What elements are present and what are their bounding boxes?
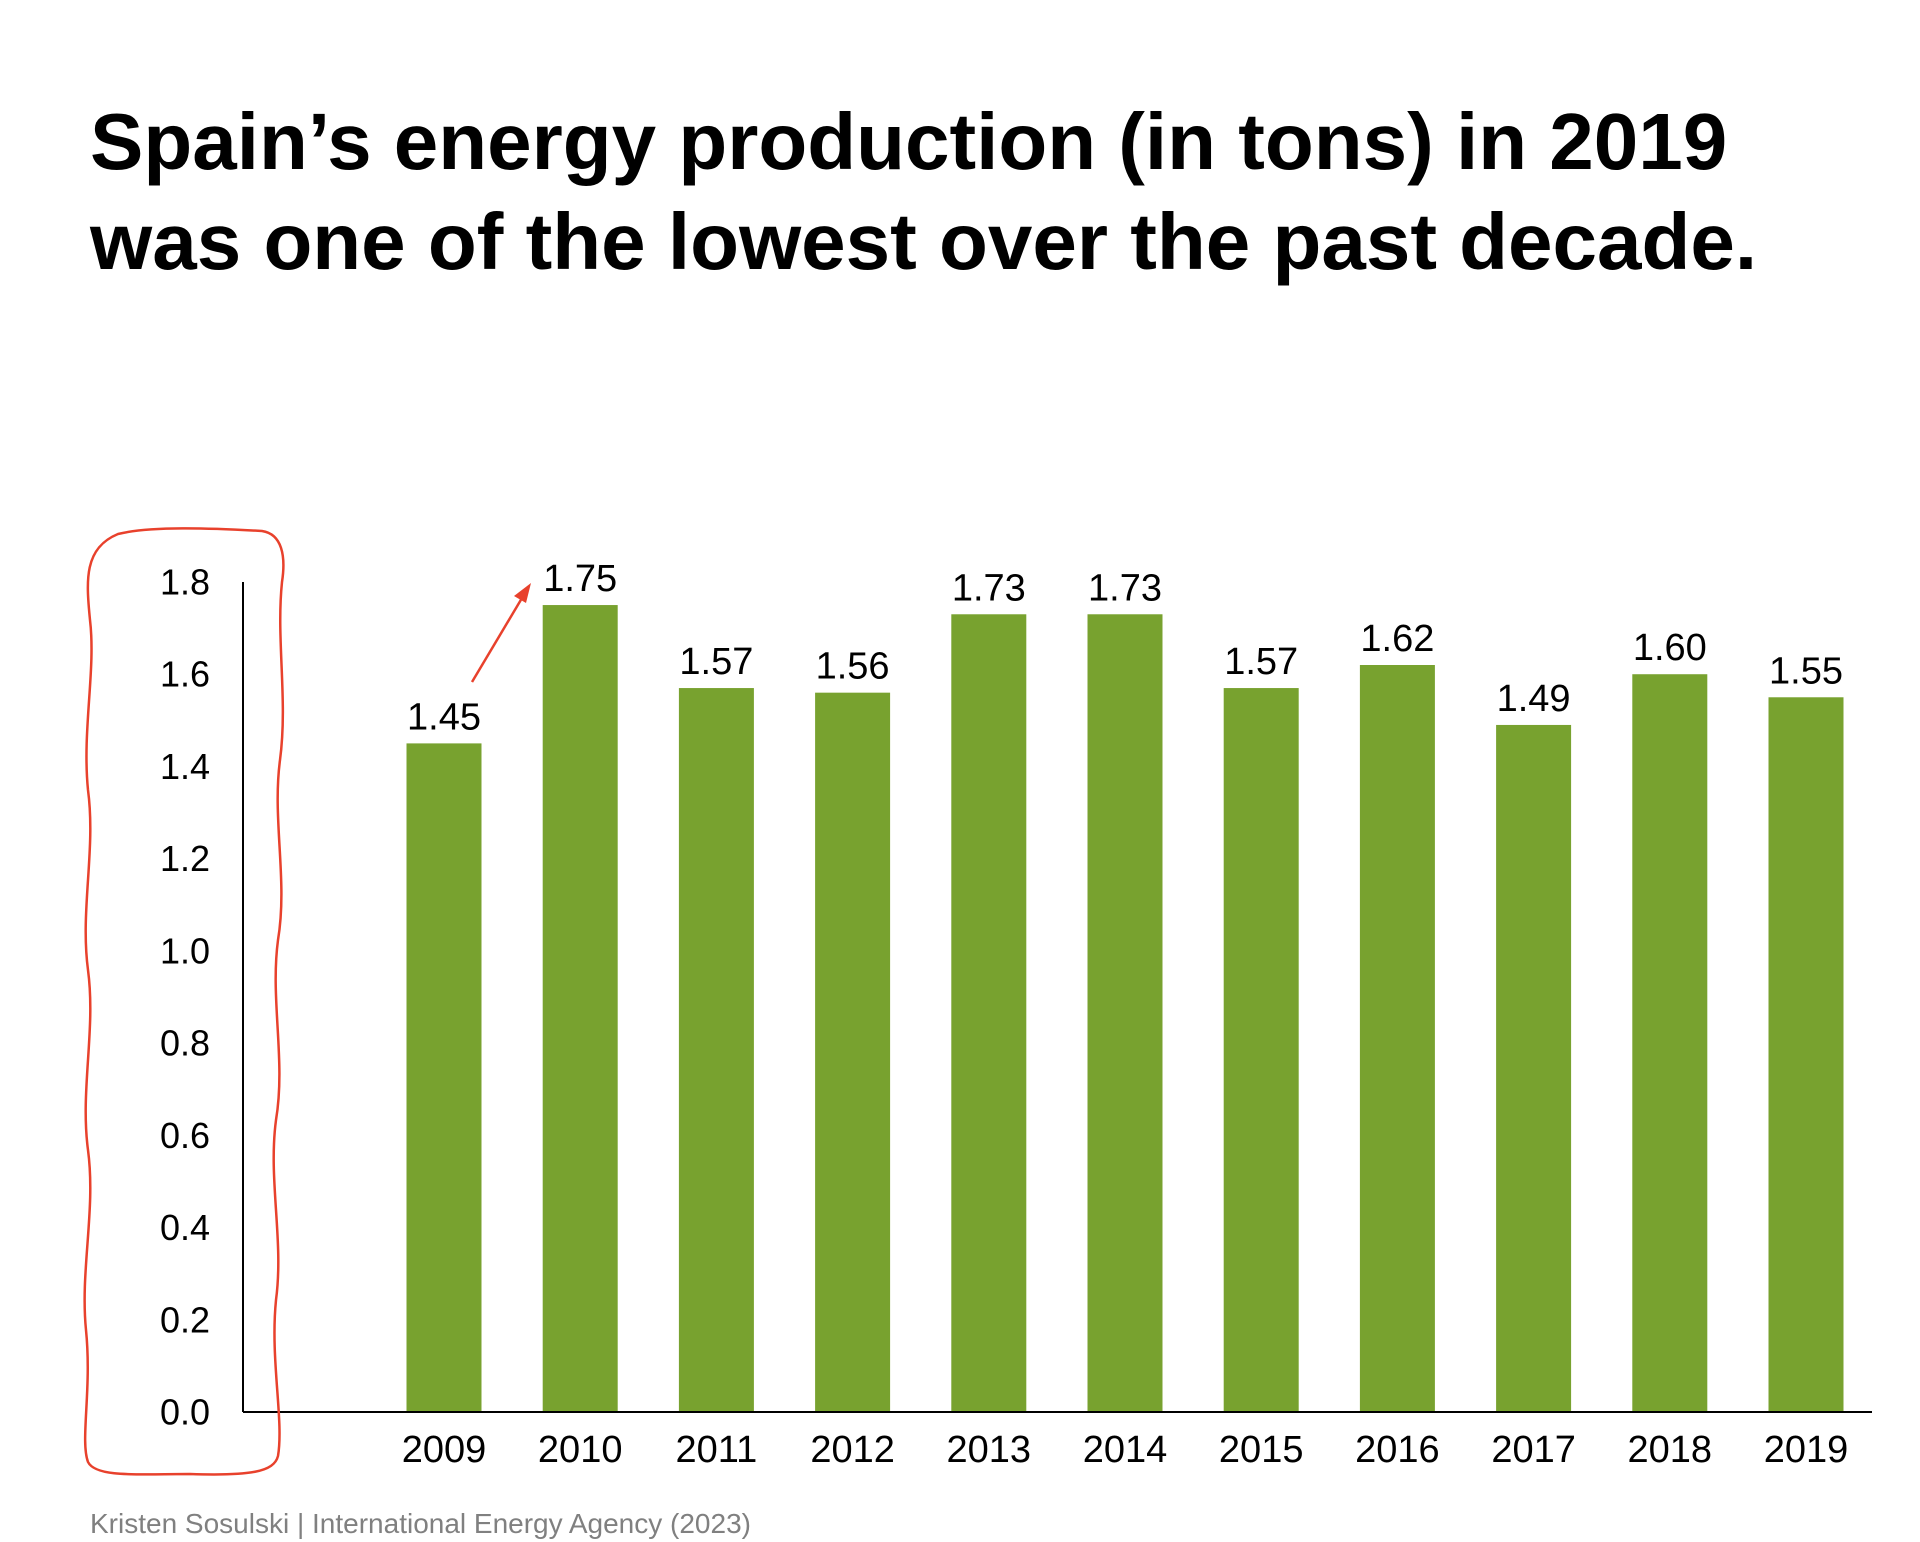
bar-2019: [1768, 697, 1844, 1412]
y-tick-label: 1.4: [160, 746, 210, 787]
x-tick-label: 2019: [1764, 1429, 1849, 1471]
x-tick-label: 2016: [1355, 1429, 1440, 1471]
chart-title-line-1: Spain’s energy production (in tons) in 2…: [90, 97, 1728, 186]
data-label: 1.60: [1633, 627, 1707, 669]
chart-title-line-2: was one of the lowest over the past deca…: [90, 197, 1758, 286]
y-tick-label: 0.6: [160, 1115, 210, 1156]
data-label: 1.57: [679, 641, 753, 683]
data-label: 1.75: [543, 558, 617, 600]
annotation-arrowhead-icon: [514, 583, 531, 603]
x-tick-label: 2012: [810, 1429, 895, 1471]
bar-2010: [542, 605, 618, 1412]
data-label: 1.57: [1224, 641, 1298, 683]
x-tick-label: 2013: [947, 1429, 1032, 1471]
y-tick-label: 0.8: [160, 1023, 210, 1064]
data-label: 1.62: [1360, 618, 1434, 660]
data-label: 1.45: [407, 696, 481, 738]
data-label: 1.55: [1769, 650, 1843, 692]
source-credit: Kristen Sosulski | International Energy …: [90, 1508, 751, 1539]
data-label: 1.73: [1088, 567, 1162, 609]
chart-title: Spain’s energy production (in tons) in 2…: [90, 92, 1890, 292]
y-tick-label: 1.0: [160, 930, 210, 971]
bar-2014: [1087, 614, 1163, 1412]
x-tick-label: 2011: [676, 1429, 758, 1471]
x-tick-label: 2015: [1219, 1429, 1304, 1471]
y-tick-label: 0.4: [160, 1207, 210, 1248]
x-tick-label: 2018: [1628, 1429, 1713, 1471]
bar-2009: [406, 743, 482, 1412]
x-tick-label: 2017: [1491, 1429, 1576, 1471]
bar-2013: [951, 614, 1027, 1412]
bar-2016: [1359, 665, 1435, 1412]
bar-2012: [815, 692, 891, 1412]
bar-2015: [1223, 688, 1299, 1412]
annotation-circle: [83, 527, 285, 1476]
y-tick-label: 1.8: [160, 562, 210, 603]
x-tick-label: 2014: [1083, 1429, 1168, 1471]
y-tick-label: 0.0: [160, 1392, 210, 1433]
x-tick-label: 2009: [402, 1429, 487, 1471]
x-tick-label: 2010: [538, 1429, 623, 1471]
bar-2011: [678, 688, 754, 1412]
bar-2018: [1632, 674, 1708, 1412]
y-tick-label: 1.2: [160, 838, 210, 879]
data-label: 1.56: [816, 646, 890, 688]
annotation-arrow-line: [470, 597, 524, 683]
data-label: 1.49: [1497, 678, 1571, 720]
y-tick-label: 0.2: [160, 1299, 210, 1340]
bar-2017: [1496, 724, 1572, 1412]
data-label: 1.73: [952, 567, 1026, 609]
y-tick-label: 1.6: [160, 654, 210, 695]
